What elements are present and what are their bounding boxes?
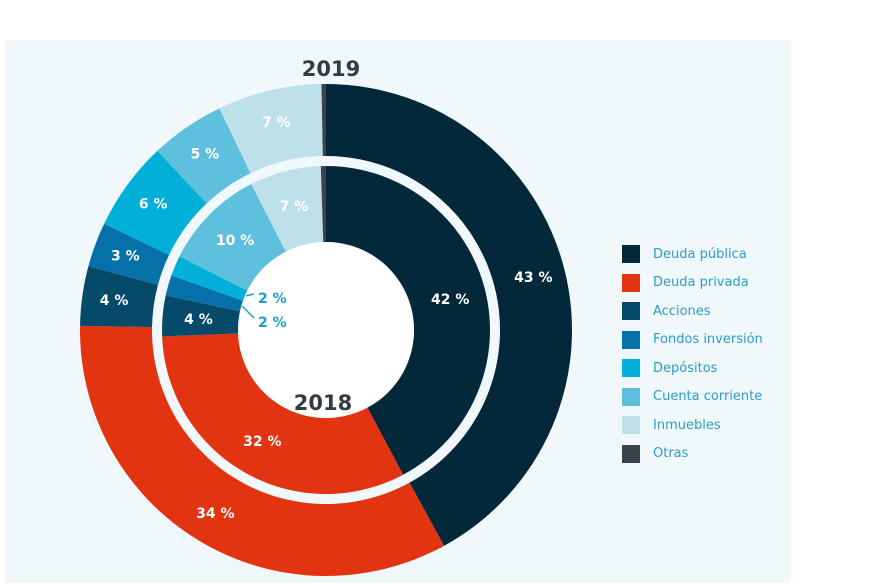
slice-2019-acciones (80, 266, 158, 328)
legend-label: Depósitos (653, 360, 718, 376)
slice-label-2019-deuda-privada: 34 % (196, 506, 234, 522)
slice-label-2018-cuenta-corriente: 10 % (216, 233, 254, 249)
legend-label: Otras (653, 446, 689, 462)
legend-swatch-icon (622, 273, 640, 292)
slice-2018-acciones (162, 295, 240, 337)
slice-2018-deuda-privada (162, 333, 404, 494)
ring-2018 (162, 166, 490, 494)
slice-2018-depositos (171, 256, 248, 301)
legend-label: Inmuebles (653, 417, 721, 433)
legend-label: Fondos inversión (653, 332, 763, 348)
leader-line (245, 293, 255, 297)
legend-swatch-icon (622, 245, 640, 264)
slice-2018-inmuebles (251, 166, 324, 252)
slice-label-2019-deuda-publica: 43 % (514, 270, 552, 286)
slice-2019-inmuebles (219, 84, 323, 174)
slice-2019-depositos (104, 150, 207, 255)
legend: Deuda pública Deuda privada Acciones Fon… (622, 240, 763, 468)
legend-item-depositos: Depósitos (622, 354, 763, 383)
ring-2019 (79, 84, 573, 577)
legend-item-deuda-publica: Deuda pública (622, 240, 763, 269)
legend-item-inmuebles: Inmuebles (622, 411, 763, 440)
year-label-2019: 2019 (302, 57, 360, 81)
slice-label-2019-acciones: 4 % (100, 293, 129, 309)
slice-label-2018-depositos: 2 % (258, 291, 287, 307)
legend-swatch-icon (622, 387, 640, 406)
slice-label-2019-fondos-inversion: 3 % (111, 249, 140, 265)
slice-2019-deuda-publica (326, 84, 573, 546)
legend-swatch-icon (622, 416, 640, 435)
slice-label-2019-cuenta-corriente: 5 % (191, 147, 220, 163)
legend-item-acciones: Acciones (622, 297, 763, 326)
slice-labels: 43 % 34 % 4 % 3 % 6 % 5 % 7 % 42 % 32 % 4 % 2 % 2 %… (100, 115, 553, 522)
slice-label-2019-inmuebles: 7 % (262, 115, 291, 131)
slice-label-2018-acciones: 4 % (184, 312, 213, 328)
legend-swatch-icon (622, 302, 640, 321)
legend-label: Deuda pública (653, 246, 747, 262)
slice-2018-cuenta-corriente (179, 184, 286, 291)
slice-label-2018-deuda-privada: 32 % (243, 434, 281, 450)
legend-item-otras: Otras (622, 440, 763, 469)
year-label-2018: 2018 (294, 391, 352, 415)
legend-label: Cuenta corriente (653, 389, 763, 405)
legend-swatch-icon (622, 330, 640, 349)
donut-hole (238, 242, 414, 418)
legend-item-fondos-inversion: Fondos inversión (622, 326, 763, 355)
legend-label: Deuda privada (653, 275, 749, 291)
slice-2019-cuenta-corriente (157, 108, 251, 204)
slice-label-2018-deuda-publica: 42 % (431, 292, 469, 308)
slice-label-2018-inmuebles: 7 % (280, 199, 309, 215)
slice-2018-otras (320, 166, 326, 243)
legend-item-deuda-privada: Deuda privada (622, 269, 763, 298)
slice-2019-otras (321, 84, 326, 157)
slice-2019-deuda-privada (79, 325, 445, 577)
slice-2019-fondos-inversion (88, 223, 170, 285)
slice-label-2019-depositos: 6 % (139, 197, 168, 213)
legend-item-cuenta-corriente: Cuenta corriente (622, 383, 763, 412)
legend-label: Acciones (653, 303, 711, 319)
slice-2018-deuda-publica (326, 166, 490, 475)
leader-line (241, 305, 255, 319)
legend-swatch-icon (622, 359, 640, 378)
slice-label-2018-fondos-inversion: 2 % (258, 315, 287, 331)
legend-swatch-icon (622, 444, 640, 463)
slice-2018-fondos-inversion (165, 275, 244, 312)
